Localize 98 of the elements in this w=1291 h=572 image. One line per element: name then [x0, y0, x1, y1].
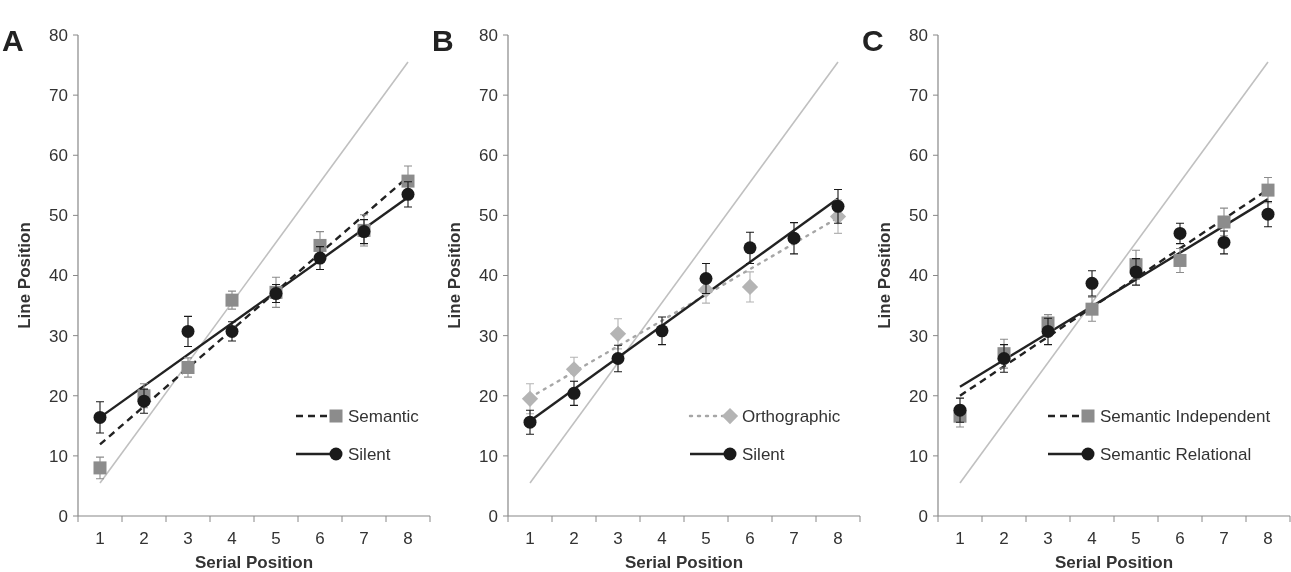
- point: [1217, 235, 1231, 249]
- x-axis-title: Serial Position: [194, 553, 314, 572]
- x-tick-label: 4: [657, 529, 667, 548]
- y-tick-label: 30: [909, 326, 928, 346]
- y-tick-label: 60: [909, 146, 928, 166]
- x-tick-label: 6: [315, 529, 325, 548]
- x-tick-label: 3: [613, 529, 623, 548]
- legend-label: Silent: [742, 444, 785, 464]
- x-tick-label: 7: [359, 529, 369, 548]
- point: [611, 351, 625, 365]
- point: [787, 231, 801, 245]
- point: [521, 390, 539, 407]
- y-tick-label: 60: [49, 146, 68, 166]
- x-tick-label: 7: [789, 529, 799, 548]
- point: [699, 272, 713, 286]
- y-axis-title: Line Position: [445, 222, 464, 329]
- y-tick-label: 70: [479, 86, 498, 106]
- point: [1041, 324, 1055, 338]
- y-axis-title: Line Position: [875, 222, 894, 329]
- x-axis-title: Serial Position: [1054, 553, 1174, 572]
- y-tick-label: 30: [479, 326, 498, 346]
- legend-label: Orthographic: [742, 406, 841, 426]
- x-tick-label: 2: [569, 529, 579, 548]
- x-tick-label: 1: [525, 529, 535, 548]
- point: [137, 394, 151, 408]
- point: [1261, 207, 1275, 221]
- point: [1129, 265, 1143, 279]
- y-tick-label: 80: [49, 25, 68, 45]
- point: [523, 415, 537, 429]
- legend-label: Semantic Relational: [1100, 444, 1252, 464]
- y-tick-label: 40: [479, 266, 498, 286]
- point: [1217, 215, 1231, 229]
- point: [181, 324, 195, 338]
- point: [225, 324, 239, 338]
- y-tick-label: 30: [49, 326, 68, 346]
- x-axis-title: Serial Position: [624, 553, 744, 572]
- y-tick-label: 40: [49, 266, 68, 286]
- point: [741, 278, 759, 296]
- point: [1085, 276, 1099, 290]
- x-tick-label: 1: [95, 529, 105, 548]
- point: [953, 403, 967, 417]
- point: [997, 351, 1011, 365]
- point: [181, 360, 195, 374]
- y-tick-label: 0: [58, 506, 68, 526]
- point: [93, 461, 107, 475]
- point: [565, 361, 583, 378]
- x-tick-label: 1: [955, 529, 965, 548]
- y-tick-label: 80: [909, 25, 928, 45]
- y-tick-label: 10: [49, 446, 68, 466]
- point: [1085, 302, 1099, 316]
- x-tick-label: 6: [745, 529, 755, 548]
- point: [743, 241, 757, 255]
- x-tick-label: 8: [403, 529, 413, 548]
- x-tick-label: 4: [227, 529, 237, 548]
- chart-title: B: [432, 24, 454, 57]
- point: [655, 324, 669, 338]
- x-tick-label: 5: [271, 529, 281, 548]
- y-tick-label: 50: [909, 206, 928, 226]
- y-tick-label: 70: [909, 86, 928, 106]
- y-tick-label: 50: [479, 206, 498, 226]
- x-tick-label: 8: [1263, 529, 1273, 548]
- y-axis-title: Line Position: [15, 222, 34, 329]
- y-tick-label: 20: [909, 386, 928, 406]
- point: [313, 251, 327, 265]
- point: [401, 187, 415, 201]
- y-tick-label: 10: [909, 446, 928, 466]
- x-tick-label: 4: [1087, 529, 1097, 548]
- x-tick-label: 2: [139, 529, 149, 548]
- point: [567, 386, 581, 400]
- point: [1173, 226, 1187, 240]
- y-tick-label: 20: [479, 386, 498, 406]
- y-tick-label: 80: [479, 25, 498, 45]
- chart-title: C: [862, 24, 884, 57]
- legend-label: Semantic: [348, 406, 420, 426]
- point: [831, 199, 845, 213]
- y-tick-label: 70: [49, 86, 68, 106]
- point: [1261, 183, 1275, 197]
- x-tick-label: 8: [833, 529, 843, 548]
- x-tick-label: 3: [1043, 529, 1053, 548]
- legend-label: Silent: [348, 444, 391, 464]
- x-tick-label: 2: [999, 529, 1009, 548]
- point: [93, 410, 107, 424]
- x-tick-label: 5: [701, 529, 711, 548]
- y-tick-label: 10: [479, 446, 498, 466]
- y-tick-label: 0: [918, 506, 928, 526]
- y-tick-label: 50: [49, 206, 68, 226]
- x-tick-label: 6: [1175, 529, 1185, 548]
- legend-label: Semantic Independent: [1100, 406, 1271, 426]
- point: [1173, 253, 1187, 267]
- point: [609, 325, 627, 342]
- y-tick-label: 40: [909, 266, 928, 286]
- y-tick-label: 20: [49, 386, 68, 406]
- x-tick-label: 5: [1131, 529, 1141, 548]
- y-tick-label: 0: [488, 506, 498, 526]
- chart-title: A: [2, 24, 24, 57]
- x-tick-label: 3: [183, 529, 193, 548]
- x-tick-label: 7: [1219, 529, 1229, 548]
- y-tick-label: 60: [479, 146, 498, 166]
